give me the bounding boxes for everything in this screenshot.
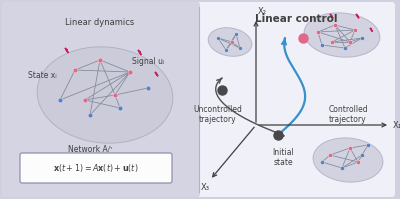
Text: X₃: X₃ [200,183,210,192]
Ellipse shape [304,13,380,57]
Text: Linear control: Linear control [255,14,337,24]
Polygon shape [370,28,372,31]
Text: Network Aᵢʱ: Network Aᵢʱ [68,145,112,154]
FancyBboxPatch shape [20,153,172,183]
Polygon shape [138,50,142,55]
FancyBboxPatch shape [195,2,395,197]
Text: $\mathbf{x}(t+1) = A\mathbf{x}(t) + \mathbf{u}(t)$: $\mathbf{x}(t+1) = A\mathbf{x}(t) + \mat… [53,162,139,174]
Text: Controlled
trajectory: Controlled trajectory [328,105,368,124]
FancyBboxPatch shape [2,2,200,197]
Ellipse shape [37,47,173,143]
Text: Uncontrolled
trajectory: Uncontrolled trajectory [194,105,242,124]
Ellipse shape [208,28,252,56]
Polygon shape [330,14,333,18]
Polygon shape [356,14,359,18]
Polygon shape [155,72,158,76]
Text: Signal uᵢ: Signal uᵢ [132,58,164,66]
Ellipse shape [313,138,383,182]
Text: Linear dynamics: Linear dynamics [65,18,135,27]
Text: X₂: X₂ [258,7,267,16]
Polygon shape [65,48,68,53]
Text: Initial
state: Initial state [272,148,294,167]
Text: X₁: X₁ [393,121,400,130]
Text: State xᵢ: State xᵢ [28,70,57,79]
